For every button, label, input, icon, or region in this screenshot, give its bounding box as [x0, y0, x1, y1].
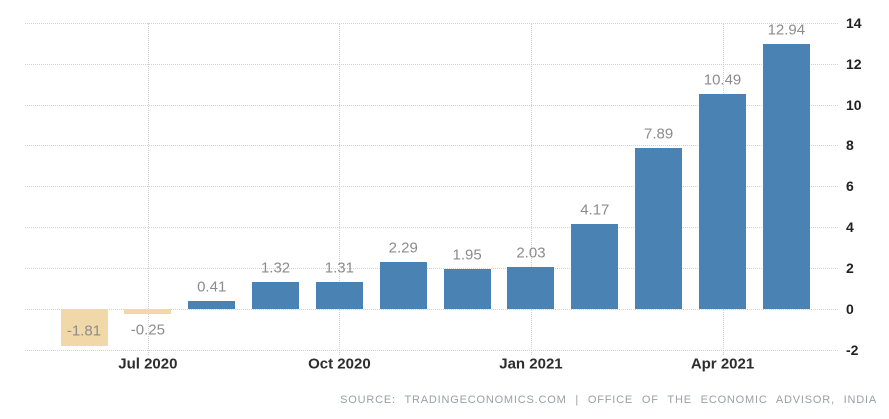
y-axis-tick-label: 2: [846, 260, 854, 277]
horizontal-gridline: [25, 186, 838, 188]
bar-value-label: 2.03: [516, 244, 546, 262]
bar-value-label: 2.29: [388, 239, 418, 257]
data-bar[interactable]: [315, 282, 363, 309]
horizontal-gridline: [25, 63, 838, 65]
y-axis-tick-label: 10: [846, 96, 862, 113]
horizontal-gridline: [25, 104, 838, 106]
horizontal-gridline: [25, 145, 838, 147]
data-bar[interactable]: [188, 300, 236, 309]
source-attribution: SOURCE: TRADINGECONOMICS.COM | OFFICE OF…: [340, 394, 877, 406]
y-axis-tick-label: 8: [846, 137, 854, 154]
bar-value-label: -1.81: [66, 322, 102, 340]
data-bar[interactable]: [443, 269, 491, 309]
x-axis-tick-label: Jan 2021: [499, 355, 563, 373]
vertical-gridline: [339, 22, 341, 355]
x-axis-tick-label: Oct 2020: [308, 355, 371, 373]
bar-value-label: -0.25: [130, 321, 165, 339]
horizontal-gridline: [25, 349, 838, 351]
bar-value-label: 1.32: [260, 259, 291, 277]
data-bar[interactable]: [252, 282, 300, 309]
y-axis-tick-label: 12: [846, 55, 862, 72]
y-axis-tick-label: 0: [846, 301, 854, 317]
y-axis-tick-label: 14: [846, 14, 862, 31]
x-axis-tick-label: Jul 2020: [118, 355, 178, 373]
bar-value-label: 12.94: [767, 21, 806, 39]
bar-value-label: 4.17: [580, 201, 610, 219]
horizontal-gridline: [25, 22, 838, 24]
y-axis-tick-label: 4: [846, 219, 854, 236]
bar-value-label: 0.41: [197, 278, 227, 296]
data-bar[interactable]: [507, 267, 555, 309]
bar-value-label: 1.95: [452, 246, 482, 264]
data-bar[interactable]: [60, 309, 108, 346]
y-axis-tick-label: 6: [846, 178, 854, 195]
vertical-gridline: [530, 22, 532, 355]
data-bar[interactable]: [635, 147, 683, 309]
horizontal-gridline: [25, 268, 838, 270]
data-bar[interactable]: [124, 309, 172, 315]
x-axis-tick-label: Apr 2021: [690, 355, 755, 373]
data-bar[interactable]: [571, 223, 619, 309]
bar-value-label: 1.31: [324, 259, 354, 277]
data-bar[interactable]: [762, 44, 810, 309]
data-bar[interactable]: [699, 94, 746, 309]
horizontal-gridline: [25, 309, 838, 310]
vertical-gridline: [147, 22, 149, 355]
bar-value-label: 7.89: [644, 125, 674, 143]
data-bar[interactable]: [379, 262, 427, 309]
horizontal-gridline: [25, 227, 838, 229]
bar-value-label: 10.49: [703, 71, 742, 89]
y-axis-tick-label: -2: [846, 341, 859, 358]
